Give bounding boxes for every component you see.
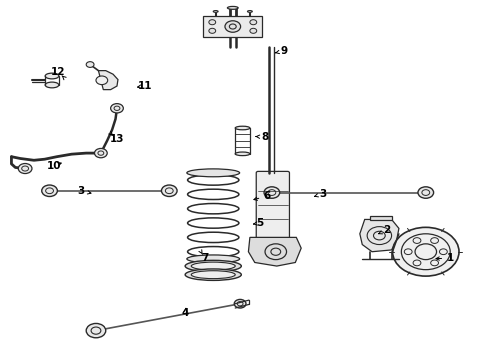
Text: 12: 12 <box>51 67 66 77</box>
Circle shape <box>111 104 123 113</box>
Circle shape <box>392 227 459 276</box>
Circle shape <box>18 163 32 174</box>
Text: 10: 10 <box>47 161 62 171</box>
Circle shape <box>86 323 106 338</box>
Circle shape <box>42 185 57 197</box>
Circle shape <box>86 62 94 67</box>
Circle shape <box>95 148 107 158</box>
Circle shape <box>413 238 421 243</box>
Ellipse shape <box>247 10 252 12</box>
Ellipse shape <box>235 126 250 130</box>
Text: 9: 9 <box>281 46 288 56</box>
FancyBboxPatch shape <box>203 16 262 37</box>
Circle shape <box>250 28 257 33</box>
Ellipse shape <box>227 6 238 9</box>
Text: 2: 2 <box>383 225 391 235</box>
Circle shape <box>96 76 108 85</box>
Ellipse shape <box>45 82 59 88</box>
Circle shape <box>250 20 257 25</box>
Circle shape <box>209 28 216 33</box>
Ellipse shape <box>191 271 235 279</box>
Ellipse shape <box>187 255 240 263</box>
Ellipse shape <box>185 269 242 280</box>
Ellipse shape <box>185 260 242 272</box>
Text: 6: 6 <box>263 191 270 201</box>
Ellipse shape <box>191 262 235 270</box>
Ellipse shape <box>235 152 250 156</box>
Text: 5: 5 <box>256 218 263 228</box>
Text: 4: 4 <box>182 308 189 318</box>
Text: 13: 13 <box>110 134 124 144</box>
Polygon shape <box>360 220 399 252</box>
Circle shape <box>440 249 447 255</box>
Ellipse shape <box>213 10 218 12</box>
Circle shape <box>234 300 246 308</box>
Circle shape <box>209 20 216 25</box>
FancyBboxPatch shape <box>256 171 290 240</box>
Circle shape <box>161 185 177 197</box>
Polygon shape <box>248 237 301 266</box>
Circle shape <box>431 238 439 243</box>
Text: 3: 3 <box>78 186 85 196</box>
Text: 8: 8 <box>261 132 268 142</box>
Ellipse shape <box>187 169 240 177</box>
Circle shape <box>413 260 421 266</box>
Ellipse shape <box>45 73 59 79</box>
Circle shape <box>225 21 241 32</box>
Text: 7: 7 <box>201 253 209 263</box>
Text: 11: 11 <box>138 81 152 91</box>
Polygon shape <box>369 216 392 220</box>
Circle shape <box>264 187 280 198</box>
Circle shape <box>431 260 439 266</box>
Text: 1: 1 <box>446 253 454 263</box>
Text: 3: 3 <box>319 189 327 199</box>
Polygon shape <box>98 71 118 90</box>
Circle shape <box>404 249 412 255</box>
Circle shape <box>418 187 434 198</box>
